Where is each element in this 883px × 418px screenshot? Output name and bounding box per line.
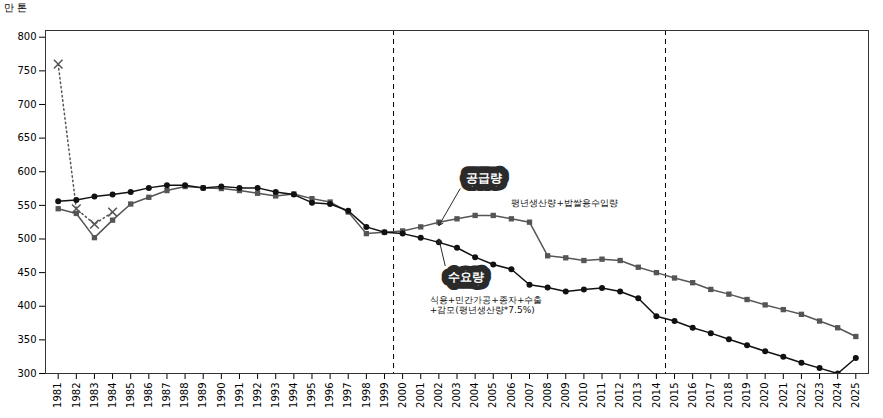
svg-text:2009: 2009	[560, 383, 571, 408]
svg-text:수요량: 수요량	[448, 270, 484, 284]
svg-text:2004: 2004	[469, 383, 480, 408]
svg-text:만 톤: 만 톤	[4, 2, 27, 13]
svg-text:1991: 1991	[234, 383, 245, 408]
svg-text:2020: 2020	[759, 383, 770, 408]
svg-text:식용+민간가공+종자+수출: 식용+민간가공+종자+수출	[430, 295, 543, 305]
svg-text:400: 400	[17, 300, 36, 311]
svg-text:550: 550	[17, 200, 36, 211]
svg-text:650: 650	[17, 132, 36, 143]
svg-text:2003: 2003	[451, 383, 462, 408]
svg-text:2015: 2015	[669, 383, 680, 408]
svg-text:1992: 1992	[252, 383, 263, 408]
svg-text:2007: 2007	[524, 383, 535, 408]
svg-text:1997: 1997	[342, 383, 353, 408]
svg-text:2011: 2011	[596, 383, 607, 408]
svg-text:500: 500	[17, 233, 36, 244]
svg-text:2022: 2022	[796, 383, 807, 408]
svg-text:공급량: 공급량	[466, 171, 502, 185]
svg-text:2005: 2005	[487, 383, 498, 408]
svg-text:600: 600	[17, 166, 36, 177]
svg-text:800: 800	[17, 31, 36, 42]
svg-text:1985: 1985	[125, 383, 136, 408]
svg-text:1987: 1987	[161, 383, 172, 408]
svg-text:450: 450	[17, 267, 36, 278]
svg-text:2018: 2018	[723, 383, 734, 408]
svg-text:750: 750	[17, 65, 36, 76]
svg-text:1984: 1984	[107, 383, 118, 408]
svg-text:1993: 1993	[270, 383, 281, 408]
svg-text:2002: 2002	[433, 383, 444, 408]
svg-text:2016: 2016	[687, 383, 698, 408]
svg-text:1989: 1989	[197, 383, 208, 408]
svg-text:2023: 2023	[814, 383, 825, 408]
svg-text:1996: 1996	[324, 383, 335, 408]
svg-text:2014: 2014	[651, 383, 662, 408]
svg-text:평년생산량+밥쌀용수입량: 평년생산량+밥쌀용수입량	[511, 198, 618, 208]
svg-text:1990: 1990	[216, 383, 227, 408]
svg-text:2019: 2019	[741, 383, 752, 408]
svg-text:1998: 1998	[361, 383, 372, 408]
svg-text:2025: 2025	[850, 383, 861, 408]
svg-text:2017: 2017	[705, 383, 716, 408]
svg-text:2000: 2000	[397, 383, 408, 408]
svg-text:2024: 2024	[832, 383, 843, 408]
svg-text:+감모(평년생산량*7.5%): +감모(평년생산량*7.5%)	[430, 305, 535, 315]
svg-text:350: 350	[17, 334, 36, 345]
svg-text:1999: 1999	[379, 383, 390, 408]
svg-text:2013: 2013	[632, 383, 643, 408]
svg-text:1995: 1995	[306, 383, 317, 408]
svg-text:2001: 2001	[415, 383, 426, 408]
svg-text:700: 700	[17, 99, 36, 110]
svg-text:2006: 2006	[506, 383, 517, 408]
svg-text:2012: 2012	[614, 383, 625, 408]
svg-text:1994: 1994	[288, 383, 299, 408]
svg-text:1982: 1982	[71, 383, 82, 408]
svg-text:2021: 2021	[777, 383, 788, 408]
svg-text:1988: 1988	[179, 383, 190, 408]
svg-text:2008: 2008	[542, 383, 553, 408]
svg-text:1986: 1986	[143, 383, 154, 408]
svg-text:2010: 2010	[578, 383, 589, 408]
svg-text:300: 300	[17, 368, 36, 379]
svg-text:1981: 1981	[52, 383, 63, 408]
svg-text:1983: 1983	[89, 383, 100, 408]
